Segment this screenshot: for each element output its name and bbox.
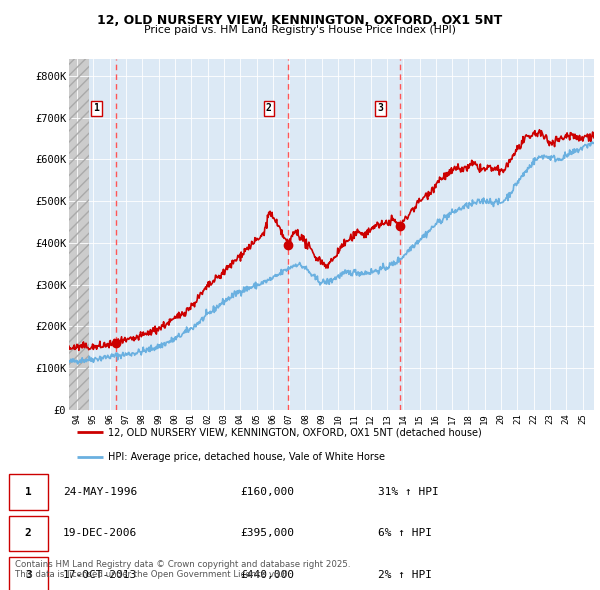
Text: 2% ↑ HPI: 2% ↑ HPI bbox=[378, 570, 432, 579]
Text: 2: 2 bbox=[266, 103, 272, 113]
Text: HPI: Average price, detached house, Vale of White Horse: HPI: Average price, detached house, Vale… bbox=[109, 451, 385, 461]
Text: 3: 3 bbox=[25, 570, 32, 579]
Text: 12, OLD NURSERY VIEW, KENNINGTON, OXFORD, OX1 5NT: 12, OLD NURSERY VIEW, KENNINGTON, OXFORD… bbox=[97, 14, 503, 27]
Text: Contains HM Land Registry data © Crown copyright and database right 2025.
This d: Contains HM Land Registry data © Crown c… bbox=[15, 560, 350, 579]
Text: £395,000: £395,000 bbox=[240, 529, 294, 538]
Bar bbox=[69, 59, 89, 410]
Text: £440,000: £440,000 bbox=[240, 570, 294, 579]
Text: 2: 2 bbox=[25, 529, 32, 538]
Text: Price paid vs. HM Land Registry's House Price Index (HPI): Price paid vs. HM Land Registry's House … bbox=[144, 25, 456, 35]
Text: 1: 1 bbox=[25, 487, 32, 497]
Text: 1: 1 bbox=[94, 103, 100, 113]
Text: 19-DEC-2006: 19-DEC-2006 bbox=[63, 529, 137, 538]
Text: 17-OCT-2013: 17-OCT-2013 bbox=[63, 570, 137, 579]
Text: £160,000: £160,000 bbox=[240, 487, 294, 497]
Bar bbox=[69, 59, 89, 410]
Text: 6% ↑ HPI: 6% ↑ HPI bbox=[378, 529, 432, 538]
Text: 12, OLD NURSERY VIEW, KENNINGTON, OXFORD, OX1 5NT (detached house): 12, OLD NURSERY VIEW, KENNINGTON, OXFORD… bbox=[109, 427, 482, 437]
Text: 3: 3 bbox=[377, 103, 383, 113]
Text: 31% ↑ HPI: 31% ↑ HPI bbox=[378, 487, 439, 497]
Text: 24-MAY-1996: 24-MAY-1996 bbox=[63, 487, 137, 497]
